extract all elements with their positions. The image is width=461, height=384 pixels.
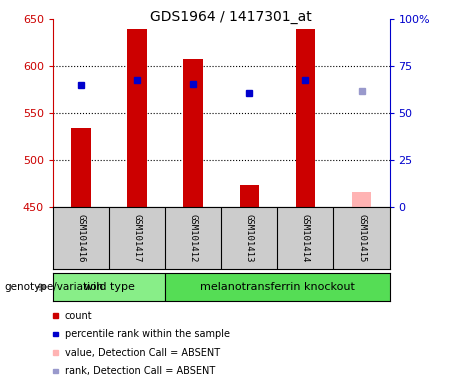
Text: genotype/variation: genotype/variation: [5, 282, 104, 292]
Text: GSM101413: GSM101413: [245, 214, 254, 262]
Text: wild type: wild type: [83, 282, 135, 292]
Bar: [53, 332, 58, 336]
Bar: [53, 313, 58, 318]
Bar: [352, 192, 371, 207]
Text: percentile rank within the sample: percentile rank within the sample: [65, 329, 230, 339]
Text: GSM101417: GSM101417: [133, 214, 142, 262]
Text: value, Detection Call = ABSENT: value, Detection Call = ABSENT: [65, 348, 219, 358]
Text: count: count: [65, 311, 92, 321]
Text: melanotransferrin knockout: melanotransferrin knockout: [200, 282, 355, 292]
Bar: [165, 273, 390, 301]
Text: rank, Detection Call = ABSENT: rank, Detection Call = ABSENT: [65, 366, 215, 376]
Bar: [127, 28, 147, 207]
Bar: [53, 273, 165, 301]
Bar: [71, 128, 91, 207]
Text: GSM101414: GSM101414: [301, 214, 310, 262]
Bar: [53, 350, 58, 355]
Bar: [240, 185, 259, 207]
Bar: [53, 369, 58, 373]
Text: GSM101416: GSM101416: [77, 214, 86, 262]
Text: GSM101412: GSM101412: [189, 214, 198, 262]
Text: GDS1964 / 1417301_at: GDS1964 / 1417301_at: [150, 10, 311, 23]
Bar: [183, 59, 203, 207]
Bar: [296, 28, 315, 207]
Text: GSM101415: GSM101415: [357, 214, 366, 262]
